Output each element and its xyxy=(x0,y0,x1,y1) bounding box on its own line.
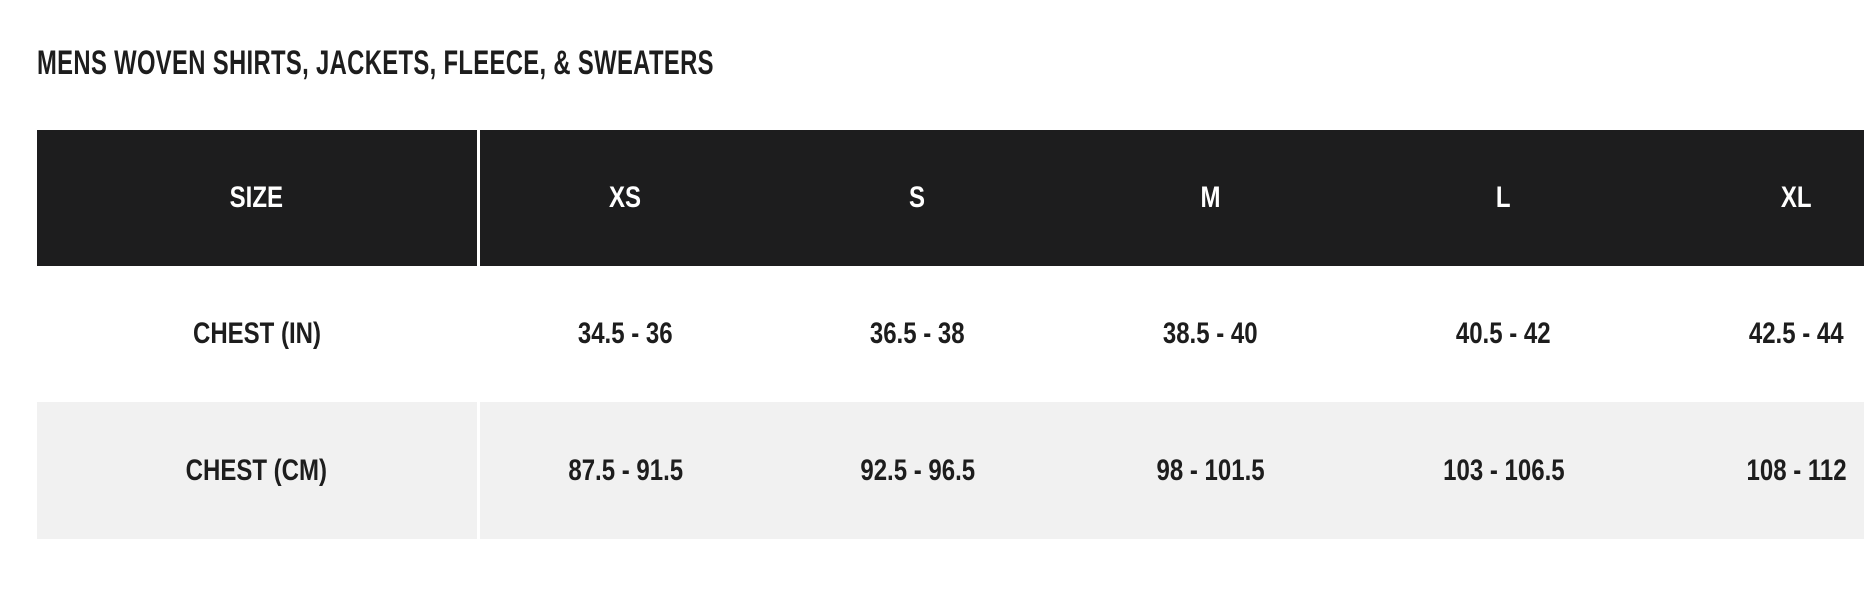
row-label-chest-cm: CHEST (CM) xyxy=(37,402,480,539)
column-header-size-label: SIZE xyxy=(230,181,284,214)
chest-in-xl-value: 42.5 - 44 xyxy=(1749,317,1844,350)
chest-in-s-cell: 36.5 - 38 xyxy=(771,266,1064,402)
size-chart-table: SIZE XS S M L XL CHEST (IN) 34.5 - 36 36… xyxy=(37,130,1864,539)
column-header-xs: XS xyxy=(478,130,771,266)
row-label-chest-in-text: CHEST (IN) xyxy=(192,317,321,350)
column-header-xl: XL xyxy=(1650,130,1864,266)
column-header-xl-label: XL xyxy=(1781,181,1812,214)
size-chart-scroll-area[interactable]: SIZE XS S M L XL CHEST (IN) 34.5 - 36 36… xyxy=(37,130,1864,542)
header-row: SIZE XS S M L XL xyxy=(37,130,1864,266)
chest-in-xs-cell: 34.5 - 36 xyxy=(478,266,771,402)
table-row-chest-cm: CHEST (CM) 87.5 - 91.5 92.5 - 96.5 98 - … xyxy=(37,402,1864,539)
column-header-s: S xyxy=(771,130,1064,266)
chest-cm-s-cell: 92.5 - 96.5 xyxy=(771,402,1064,539)
chest-cm-xs-cell: 87.5 - 91.5 xyxy=(478,402,771,539)
column-header-l: L xyxy=(1357,130,1650,266)
chest-in-s-value: 36.5 - 38 xyxy=(870,317,965,350)
size-chart-title: MENS WOVEN SHIRTS, JACKETS, FLEECE, & SW… xyxy=(37,46,1004,80)
column-header-s-label: S xyxy=(909,181,926,214)
table-row-chest-in: CHEST (IN) 34.5 - 36 36.5 - 38 38.5 - 40… xyxy=(37,266,1864,402)
row-label-chest-cm-text: CHEST (CM) xyxy=(186,453,328,487)
column-header-xs-label: XS xyxy=(609,181,642,214)
chest-cm-xl-cell: 108 - 112 xyxy=(1650,402,1864,539)
size-chart-title-text: MENS WOVEN SHIRTS, JACKETS, FLEECE, & SW… xyxy=(37,44,714,82)
chest-cm-m-value: 98 - 101.5 xyxy=(1156,453,1265,487)
column-header-m: M xyxy=(1064,130,1357,266)
chest-in-l-value: 40.5 - 42 xyxy=(1456,317,1551,350)
column-header-m-label: M xyxy=(1200,181,1221,214)
chest-in-l-cell: 40.5 - 42 xyxy=(1357,266,1650,402)
chest-cm-s-value: 92.5 - 96.5 xyxy=(860,453,975,487)
column-header-size: SIZE xyxy=(37,130,480,266)
chest-cm-l-cell: 103 - 106.5 xyxy=(1357,402,1650,539)
column-header-l-label: L xyxy=(1496,181,1511,214)
chest-in-xl-cell: 42.5 - 44 xyxy=(1650,266,1864,402)
chest-in-m-cell: 38.5 - 40 xyxy=(1064,266,1357,402)
chest-cm-xl-value: 108 - 112 xyxy=(1746,453,1847,487)
row-label-chest-in: CHEST (IN) xyxy=(37,266,480,402)
chest-cm-xs-value: 87.5 - 91.5 xyxy=(567,453,683,487)
chest-in-m-value: 38.5 - 40 xyxy=(1163,317,1258,350)
chest-cm-l-value: 103 - 106.5 xyxy=(1442,453,1565,487)
chest-in-xs-value: 34.5 - 36 xyxy=(577,317,673,350)
chest-cm-m-cell: 98 - 101.5 xyxy=(1064,402,1357,539)
